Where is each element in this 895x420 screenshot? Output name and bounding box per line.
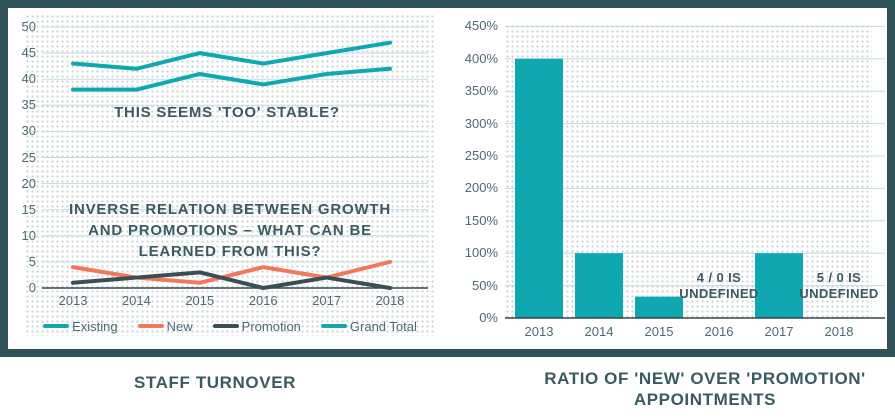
staff-turnover-legend: Existing New Promotion Grand Total [25, 316, 435, 336]
x-tick-label: 2014 [121, 293, 151, 308]
left-chart-title: STAFF TURNOVER [133, 373, 297, 392]
legend-label: Grand Total [349, 318, 417, 334]
y-tick-label: 300% [464, 115, 498, 131]
annotation-line: LEARNED FROM THIS? [138, 243, 322, 260]
y-tick-label: 40 [21, 71, 36, 87]
y-tick-label: 100% [464, 245, 498, 261]
y-tick-label: 50% [471, 277, 498, 293]
annotation-line: 5 / 0 IS [816, 270, 862, 285]
x-tick-label: 2017 [764, 324, 794, 339]
right-chart-title: RATIO OF 'NEW' OVER 'PROMOTION' APPOINTM… [515, 368, 895, 410]
legend-swatch [320, 324, 347, 328]
legend-label: Promotion [241, 318, 301, 334]
x-tick-label: 2018 [824, 324, 854, 339]
y-tick-label: 200% [464, 180, 498, 196]
legend-label: Existing [72, 318, 118, 334]
legend-item: Existing [43, 319, 118, 334]
y-tick-label: 0 [28, 280, 36, 295]
annotation-2018-undefined: 5 / 0 IS UNDEFINED [791, 270, 887, 302]
x-tick-label: 2018 [375, 293, 405, 308]
legend-item: New [137, 318, 193, 334]
legend-item: Promotion [212, 318, 301, 334]
legend-label: New [166, 318, 193, 334]
annotation-too-stable: THIS SEEMS 'TOO' STABLE? [114, 104, 340, 121]
annotation-line: 4 / 0 IS [696, 270, 742, 285]
annotation-inverse-relation: INVERSE RELATION BETWEEN GROWTH AND PROM… [60, 199, 400, 262]
x-tick-label: 2013 [524, 324, 554, 339]
legend-swatch [137, 324, 164, 328]
y-tick-label: 0% [479, 310, 498, 325]
x-tick-label: 2014 [584, 324, 614, 339]
legend-swatch [212, 324, 239, 328]
annotation-line: AND PROMOTIONS – WHAT CAN BE [88, 222, 372, 239]
legend-item: Grand Total [320, 318, 417, 334]
y-tick-label: 450% [464, 18, 498, 34]
y-tick-label: 20 [21, 175, 36, 191]
y-tick-label: 30 [21, 123, 36, 139]
y-tick-label: 400% [464, 50, 498, 66]
right-chart-title-line2: APPOINTMENTS [633, 390, 777, 409]
y-tick-label: 250% [464, 148, 498, 163]
x-tick-label: 2017 [312, 293, 342, 308]
y-tick-label: 5 [28, 253, 36, 269]
charts-canvas [42, 25, 885, 319]
annotation-2016-undefined: 4 / 0 IS UNDEFINED [671, 270, 767, 302]
annotation-line: UNDEFINED [799, 286, 879, 301]
annotation-line: UNDEFINED [679, 286, 759, 301]
y-tick-label: 350% [464, 83, 498, 99]
x-tick-label: 2015 [185, 293, 215, 308]
ratio-plot-area [505, 24, 872, 318]
x-tick-label: 2015 [644, 324, 674, 339]
y-tick-label: 15 [21, 201, 36, 217]
y-tick-label: 25 [21, 149, 36, 165]
y-tick-label: 50 [21, 19, 36, 34]
y-tick-label: 150% [464, 212, 498, 228]
y-tick-label: 45 [21, 45, 36, 61]
legend-swatch [43, 324, 70, 328]
y-tick-label: 35 [21, 97, 36, 113]
right-chart-title-line1: RATIO OF 'NEW' OVER 'PROMOTION' [544, 369, 866, 388]
annotation-line: INVERSE RELATION BETWEEN GROWTH [68, 201, 392, 218]
x-tick-label: 2016 [704, 324, 734, 339]
y-tick-label: 10 [21, 227, 36, 243]
x-tick-label: 2013 [58, 293, 88, 308]
x-tick-label: 2016 [248, 293, 278, 308]
